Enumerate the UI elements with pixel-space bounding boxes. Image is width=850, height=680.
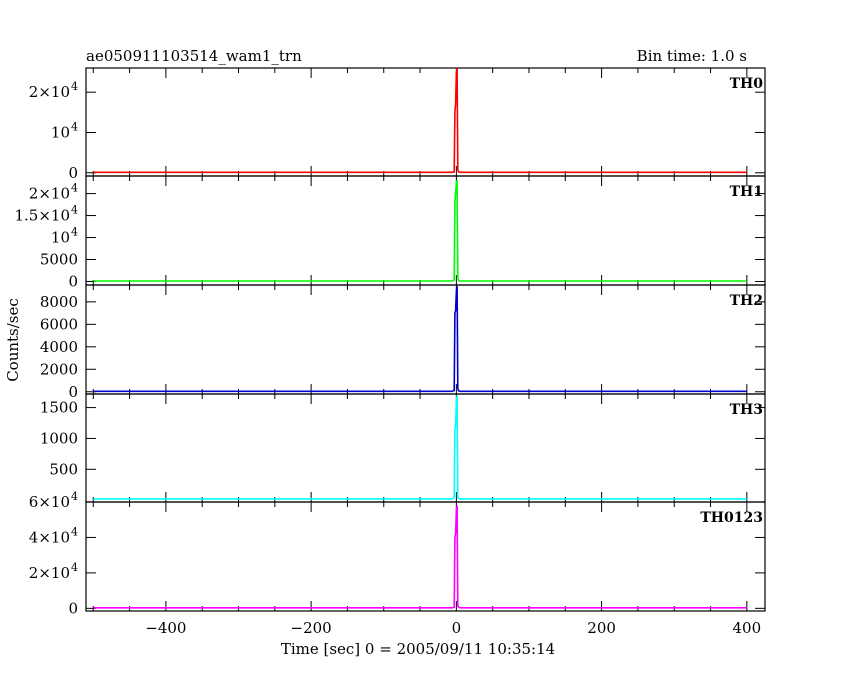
- series-line-th0123: [93, 505, 747, 609]
- chart-title: ae050911103514_wam1_trn: [86, 47, 302, 65]
- y-tick-label: 0: [68, 164, 78, 182]
- y-tick-label: 0: [68, 383, 78, 401]
- x-axis-label: Time [sec] 0 = 2005/09/11 10:35:14: [281, 640, 555, 658]
- bin-time-label: Bin time: 1.0 s: [637, 47, 747, 65]
- panel-frame: [85, 67, 766, 177]
- x-tick-label: 400: [733, 619, 762, 637]
- y-tick-label: 10: [51, 123, 70, 141]
- x-tick-label: 0: [452, 619, 462, 637]
- y-axis-label: Counts/sec: [4, 298, 22, 382]
- y-tick-exponent: 4: [71, 525, 78, 538]
- panel-th2: 0 2000 4000 6000 8000 TH2: [40, 284, 766, 401]
- y-tick-exponent: 4: [71, 561, 78, 574]
- y-tick-label: 2000: [40, 360, 78, 378]
- y-tick-label: 4000: [40, 338, 78, 356]
- panel-frame: [85, 393, 766, 503]
- panel-frame: [85, 284, 766, 395]
- y-tick-exponent: 4: [71, 490, 78, 503]
- panel-label: TH3: [730, 402, 763, 418]
- series-line-th3: [93, 395, 747, 500]
- series-line-th0: [93, 67, 747, 174]
- y-tick-label: 0: [68, 599, 78, 617]
- y-tick-exponent: 4: [71, 80, 78, 93]
- x-tick-label: −200: [291, 619, 332, 637]
- panel-label: TH0123: [700, 510, 763, 526]
- y-tick-label: 2×10: [29, 83, 70, 101]
- y-tick-exponent: 4: [71, 204, 78, 217]
- panel-th0: 010 42×10 4 TH0: [29, 67, 766, 182]
- x-tick-label: 200: [587, 619, 616, 637]
- y-tick-label: 2×10: [29, 185, 70, 203]
- y-tick-label: 2×10: [29, 564, 70, 582]
- y-tick-exponent: 4: [71, 182, 78, 195]
- panel-label: TH1: [730, 184, 763, 200]
- panel-label: TH2: [730, 293, 763, 309]
- y-tick-label: 500: [49, 460, 78, 478]
- y-tick-label: 6×10: [29, 493, 70, 511]
- y-tick-label: 1000: [40, 429, 78, 447]
- y-tick-label: 10: [51, 229, 70, 247]
- y-tick-exponent: 4: [71, 120, 78, 133]
- panel-th3: 500 1000 1500 TH3: [40, 393, 766, 503]
- y-tick-label: 0: [68, 272, 78, 290]
- y-tick-label: 8000: [40, 293, 78, 311]
- y-tick-label: 4×10: [29, 528, 70, 546]
- y-tick-label: 1500: [40, 399, 78, 417]
- y-tick-label: 5000: [40, 251, 78, 269]
- panel-frame: [85, 501, 766, 612]
- panel-frame: [85, 175, 766, 286]
- y-tick-exponent: 4: [71, 226, 78, 239]
- series-line-th1: [93, 180, 747, 282]
- series-line-th2: [93, 285, 747, 393]
- panel-label: TH0: [730, 76, 764, 92]
- y-tick-label: 1.5×10: [14, 207, 70, 225]
- y-tick-label: 6000: [40, 315, 78, 333]
- x-tick-label: −400: [145, 619, 186, 637]
